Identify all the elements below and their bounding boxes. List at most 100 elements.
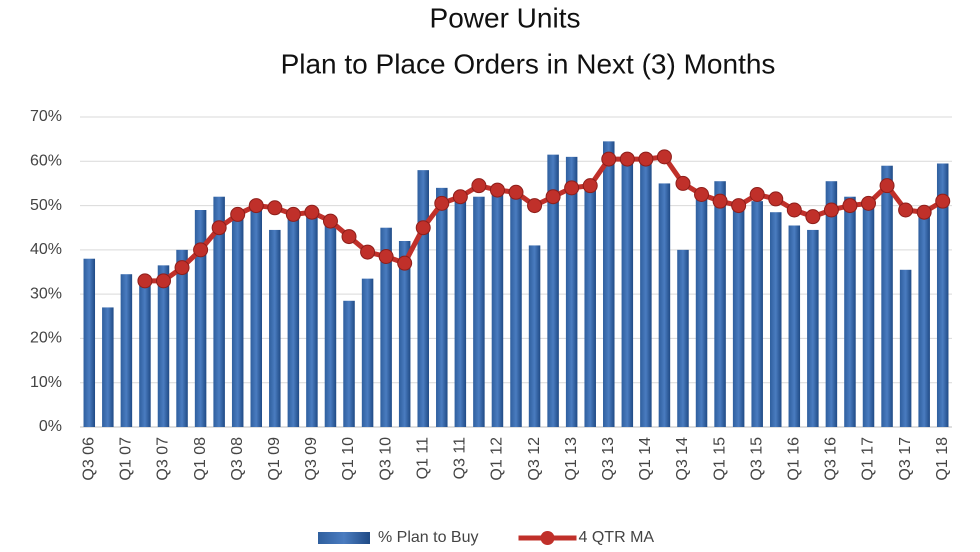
x-tick-label: Q1 08: [192, 437, 209, 481]
x-tick-label: Q3 11: [452, 437, 469, 480]
line-marker: [155, 273, 171, 289]
x-tick-label: Q3 13: [600, 437, 617, 481]
bar: [732, 205, 745, 427]
line-marker: [452, 189, 468, 205]
x-tick-label: Q1 17: [860, 437, 877, 481]
x-tick-label: Q1 09: [266, 437, 283, 481]
line-marker: [749, 187, 765, 202]
line-marker: [137, 273, 153, 289]
line-marker: [879, 178, 895, 194]
chart-subtitle: Plan to Place Orders in Next (3) Months: [281, 48, 776, 79]
bar: [769, 212, 782, 427]
bar: [899, 269, 912, 427]
bar: [102, 307, 114, 427]
bar: [194, 210, 207, 427]
line-marker: [341, 229, 357, 245]
bar: [881, 165, 893, 427]
bar: [565, 156, 578, 427]
x-tick-label: Q1 07: [118, 437, 135, 481]
x-tick-label: Q3 15: [748, 437, 765, 481]
bar: [918, 214, 930, 427]
bar: [157, 265, 170, 427]
bar: [640, 161, 652, 428]
line-marker: [712, 193, 728, 209]
bar: [343, 300, 355, 427]
bar: [398, 241, 411, 427]
y-tick-label: 70%: [30, 108, 62, 125]
bar: [788, 225, 801, 427]
bar: [213, 196, 225, 427]
x-tick-label: Q3 10: [377, 437, 394, 481]
legend-swatch: [318, 532, 370, 544]
x-tick-label: Q1 15: [711, 437, 728, 481]
line-marker: [471, 178, 487, 194]
line-marker: [898, 202, 914, 218]
bar: [677, 249, 689, 427]
bar: [621, 161, 634, 428]
line-marker: [248, 198, 264, 214]
x-tick-label: Q1 10: [340, 437, 357, 481]
line-marker: [211, 220, 227, 236]
line-marker: [378, 249, 394, 264]
legend-swatch: [540, 531, 555, 545]
x-tick-label: Q3 14: [674, 437, 691, 481]
bar: [714, 181, 726, 427]
line-marker: [230, 206, 246, 222]
legend-label: 4 QTR MA: [579, 529, 655, 546]
line-marker: [731, 198, 747, 214]
x-tick-label: Q1 11: [414, 437, 431, 480]
line-marker: [360, 244, 376, 260]
y-tick-label: 30%: [30, 285, 62, 302]
bar: [306, 214, 318, 427]
y-tick-label: 10%: [30, 374, 62, 391]
line-marker: [415, 220, 431, 236]
line-marker: [267, 200, 283, 216]
line-marker: [304, 204, 320, 220]
line-marker: [638, 151, 654, 167]
bar: [417, 170, 429, 427]
bar: [361, 278, 374, 427]
line-marker: [434, 195, 450, 211]
line: [144, 154, 945, 284]
y-tick-label: 20%: [30, 330, 62, 347]
line-marker: [823, 202, 839, 218]
bar: [695, 196, 708, 427]
bar: [510, 196, 522, 427]
bar: [807, 229, 819, 427]
line-marker: [842, 198, 858, 214]
line-marker: [694, 187, 710, 202]
bar: [584, 187, 596, 427]
chart-title: Power Units: [430, 2, 581, 33]
line-marker: [656, 149, 672, 165]
bar: [528, 245, 541, 427]
x-tick-label: Q3 12: [526, 437, 543, 481]
line-marker: [397, 255, 413, 271]
line-marker: [861, 195, 877, 211]
line-marker: [786, 202, 802, 218]
line-marker: [285, 206, 301, 222]
x-tick-label: Q1 16: [786, 437, 803, 481]
line-marker: [582, 178, 598, 194]
bar: [473, 196, 485, 427]
x-tick-label: Q1 18: [934, 437, 951, 481]
bar: [250, 205, 263, 427]
x-tick-label: Q1 14: [637, 437, 654, 481]
bar: [83, 258, 96, 427]
line-marker: [564, 180, 580, 196]
line-marker: [619, 151, 635, 167]
x-tick-label: Q3 09: [303, 437, 320, 481]
bar: [139, 285, 151, 427]
line-marker: [768, 191, 784, 207]
bar: [658, 183, 671, 427]
line-marker: [193, 242, 209, 258]
line-marker: [508, 184, 524, 200]
x-tick-label: Q1 13: [563, 437, 580, 481]
bar: [491, 192, 504, 427]
bar: [436, 187, 448, 427]
y-tick-label: 0%: [39, 418, 62, 435]
bar: [231, 218, 244, 427]
line-marker: [322, 213, 338, 229]
x-tick-label: Q3 07: [155, 437, 172, 481]
x-tick-label: Q3 17: [897, 437, 914, 481]
